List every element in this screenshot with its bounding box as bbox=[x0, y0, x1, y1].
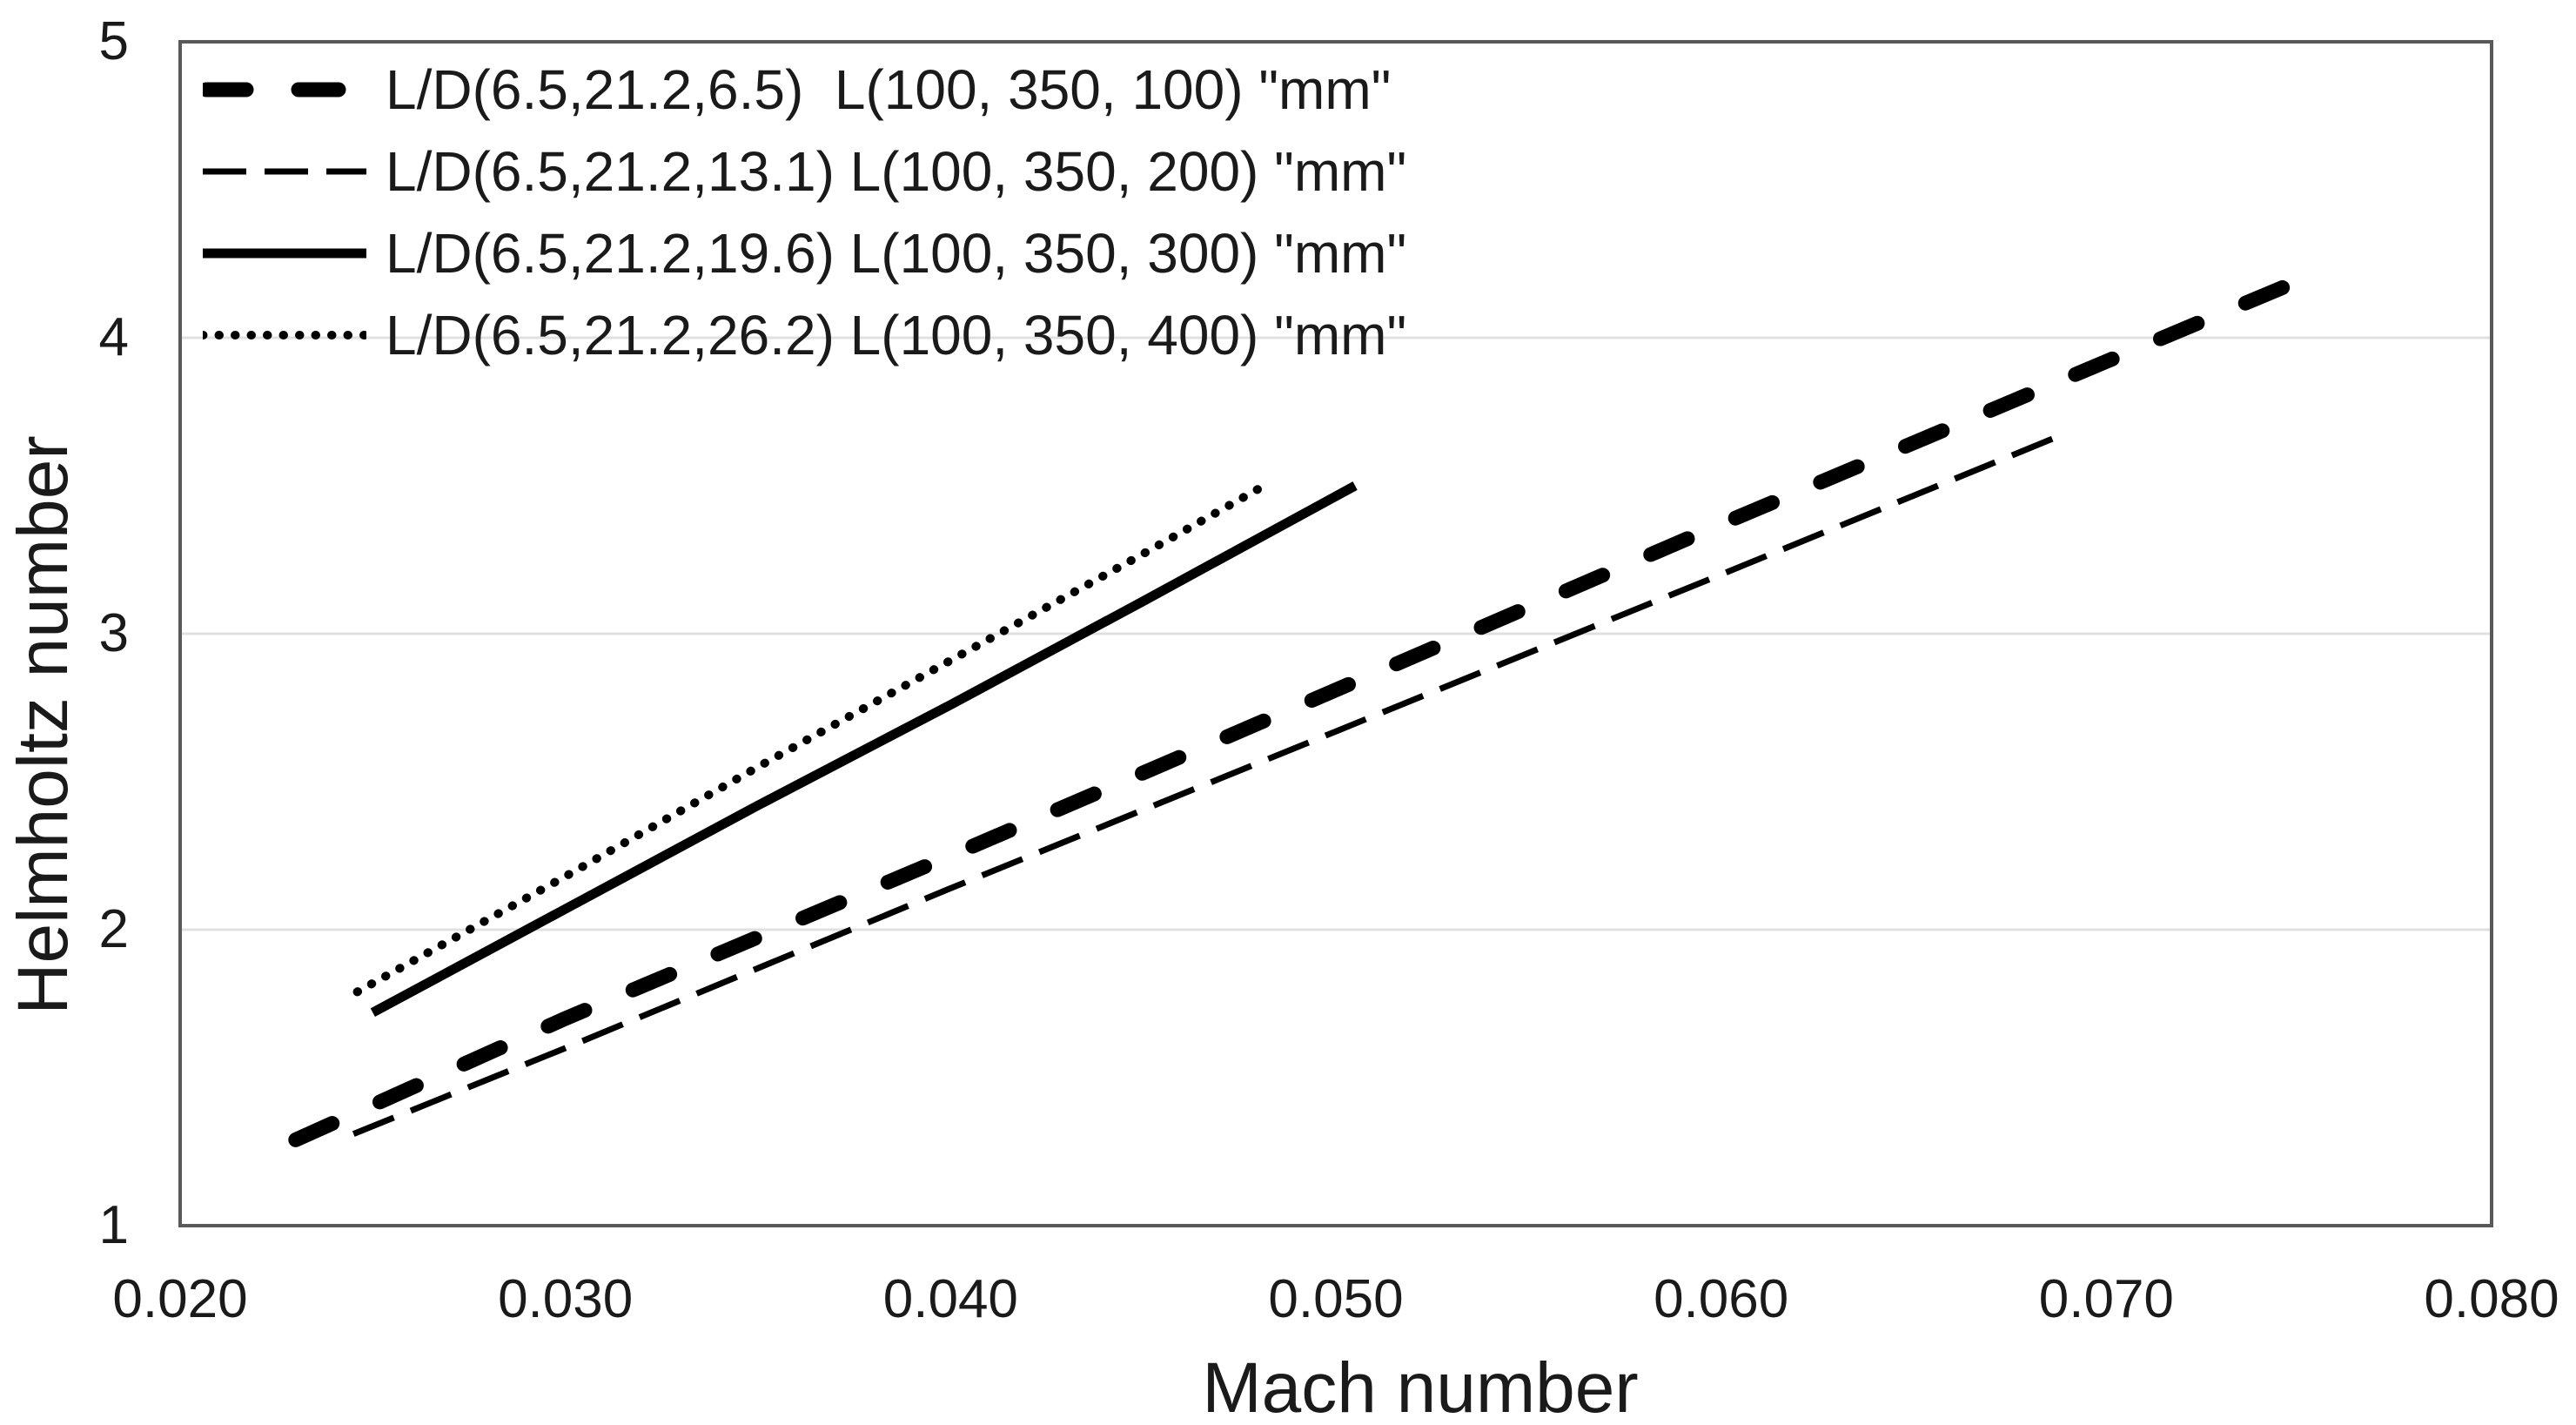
x-tick-label: 0.070 bbox=[2038, 1269, 2174, 1329]
x-tick-label: 0.080 bbox=[2424, 1269, 2559, 1329]
legend-swatch-solid-icon bbox=[203, 248, 366, 259]
gridlines-layer bbox=[180, 336, 2492, 931]
legend-item: L/D(6.5,21.2,19.6) L(100, 350, 300) "mm" bbox=[203, 212, 1406, 294]
series-line-0 bbox=[288, 265, 2326, 1147]
x-tick-label: 0.040 bbox=[882, 1269, 1018, 1329]
legend-swatch-thin-dash-icon bbox=[203, 168, 366, 175]
x-tick-label: 0.050 bbox=[1268, 1269, 1404, 1329]
series-line-2 bbox=[370, 481, 1358, 1018]
plot-border bbox=[178, 40, 2493, 1227]
y-axis-title: Helmholtz number bbox=[3, 435, 83, 1015]
legend: L/D(6.5,21.2,6.5) L(100, 350, 100) "mm" … bbox=[203, 49, 1406, 376]
legend-label: L/D(6.5,21.2,19.6) L(100, 350, 300) "mm" bbox=[386, 222, 1407, 285]
x-tick-label: 0.030 bbox=[498, 1269, 634, 1329]
y-tick-label: 1 bbox=[98, 1195, 129, 1255]
legend-label: L/D(6.5,21.2,13.1) L(100, 350, 200) "mm" bbox=[386, 140, 1407, 203]
legend-label: L/D(6.5,21.2,26.2) L(100, 350, 400) "mm" bbox=[386, 304, 1407, 366]
legend-label: L/D(6.5,21.2,6.5) L(100, 350, 100) "mm" bbox=[386, 58, 1392, 121]
y-tick-label: 5 bbox=[98, 11, 129, 71]
y-tick-label: 3 bbox=[98, 603, 129, 663]
legend-swatch-dotted-icon bbox=[203, 331, 366, 339]
x-tick-label: 0.060 bbox=[1654, 1269, 1789, 1329]
legend-item: L/D(6.5,21.2,26.2) L(100, 350, 400) "mm" bbox=[203, 294, 1406, 376]
legend-item: L/D(6.5,21.2,13.1) L(100, 350, 200) "mm" bbox=[203, 131, 1406, 212]
legend-item: L/D(6.5,21.2,6.5) L(100, 350, 100) "mm" bbox=[203, 49, 1406, 131]
series-layer bbox=[288, 265, 2326, 1147]
y-tick-label: 2 bbox=[98, 899, 129, 959]
legend-swatch-thick-dash-icon bbox=[203, 82, 366, 97]
x-tick-label: 0.020 bbox=[112, 1269, 248, 1329]
x-axis-title: Mach number bbox=[1202, 1348, 1639, 1425]
series-line-1 bbox=[352, 429, 2070, 1137]
y-tick-label: 4 bbox=[98, 307, 129, 367]
series-line-3 bbox=[352, 484, 1264, 997]
